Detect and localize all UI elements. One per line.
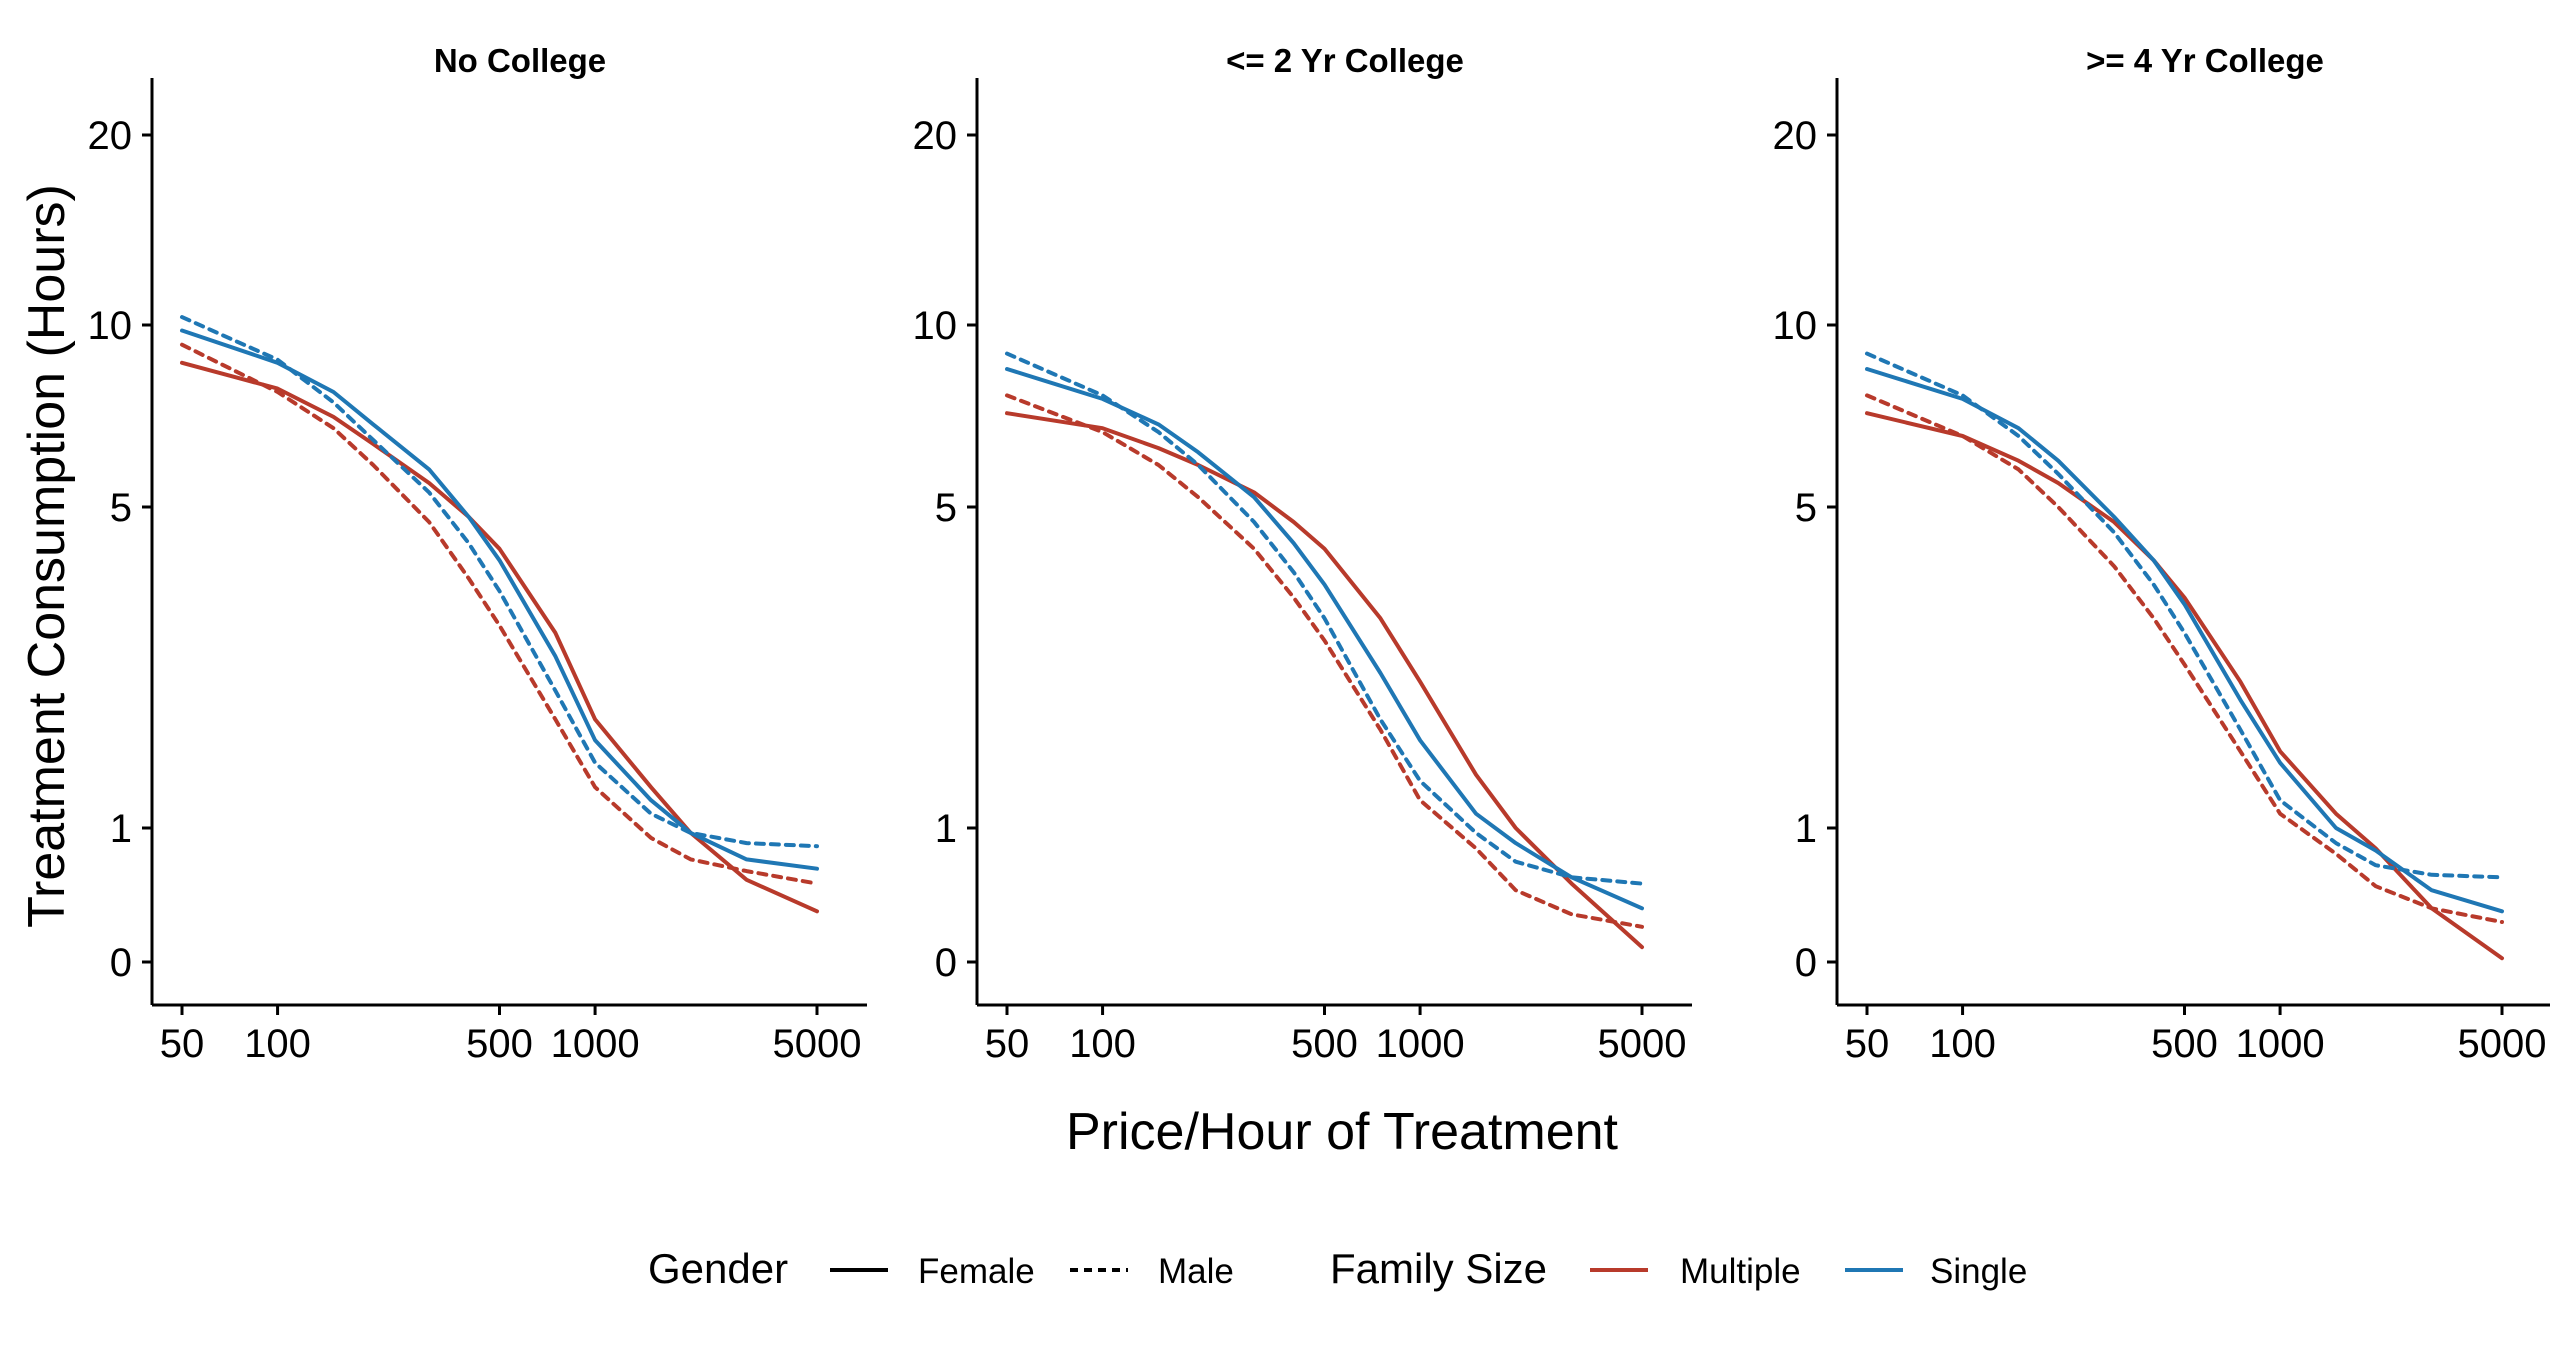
legend-label-single: Single [1930,1252,2027,1291]
y-tick-label: 5 [1795,486,1817,530]
legend: Gender Female Male Family Size Multiple … [648,1245,2027,1292]
legend-label-female: Female [918,1252,1035,1291]
y-tick-label: 1 [110,807,132,851]
y-tick-label: 20 [88,114,133,158]
y-axis-title: Treatment Consumption (Hours) [18,184,76,928]
y-tick-label: 0 [935,941,957,985]
y-tick-label: 10 [913,304,958,348]
x-tick-label: 50 [160,1022,205,1066]
legend-title-family-size: Family Size [1330,1245,1547,1292]
y-tick-label: 10 [88,304,133,348]
y-tick-label: 0 [1795,941,1817,985]
x-tick-label: 100 [1069,1022,1136,1066]
x-tick-label: 100 [1929,1022,1996,1066]
x-tick-label: 500 [466,1022,533,1066]
x-tick-label: 50 [985,1022,1030,1066]
x-tick-label: 5000 [2458,1022,2547,1066]
x-tick-label: 500 [2151,1022,2218,1066]
x-tick-label: 1000 [1376,1022,1465,1066]
x-axis-title: Price/Hour of Treatment [1066,1103,1619,1161]
series-line-female-multiple [1867,413,2502,958]
y-tick-label: 5 [935,486,957,530]
panel-title: No College [434,42,606,79]
series-line-female-multiple [182,363,817,912]
series-line-male-multiple [182,345,817,884]
series-line-female-single [1867,369,2502,911]
panel-2: <= 2 Yr College 0 1 5 10 20 50 100 500 1000 5000 [913,42,1693,1066]
legend-label-multiple: Multiple [1680,1252,1801,1291]
series-line-male-single [1007,354,1642,884]
panel-3: >= 4 Yr College 0 1 5 10 20 50 100 500 1000 5000 [1773,42,2550,1066]
x-tick-label: 5000 [1598,1022,1687,1066]
x-tick-label: 1000 [551,1022,640,1066]
y-tick-label: 20 [913,114,958,158]
legend-label-male: Male [1158,1252,1234,1291]
x-tick-label: 50 [1845,1022,1890,1066]
y-tick-label: 1 [1795,807,1817,851]
y-tick-label: 20 [1773,114,1818,158]
x-tick-label: 1000 [2236,1022,2325,1066]
series-line-female-single [182,331,817,869]
panel-title: >= 4 Yr College [2086,42,2324,79]
legend-title-gender: Gender [648,1245,788,1292]
series-line-male-single [1867,354,2502,878]
series-line-female-multiple [1007,413,1642,947]
panel-title: <= 2 Yr College [1226,42,1464,79]
y-tick-label: 0 [110,941,132,985]
series-line-male-single [182,317,817,846]
y-tick-label: 1 [935,807,957,851]
series-line-male-multiple [1007,395,1642,926]
x-tick-label: 100 [244,1022,311,1066]
x-tick-label: 5000 [773,1022,862,1066]
panel-1: No College 0 1 5 10 20 50 100 500 1000 5000 [88,42,868,1066]
y-tick-label: 10 [1773,304,1818,348]
x-tick-label: 500 [1291,1022,1358,1066]
series-line-male-multiple [1867,395,2502,922]
y-tick-label: 5 [110,486,132,530]
